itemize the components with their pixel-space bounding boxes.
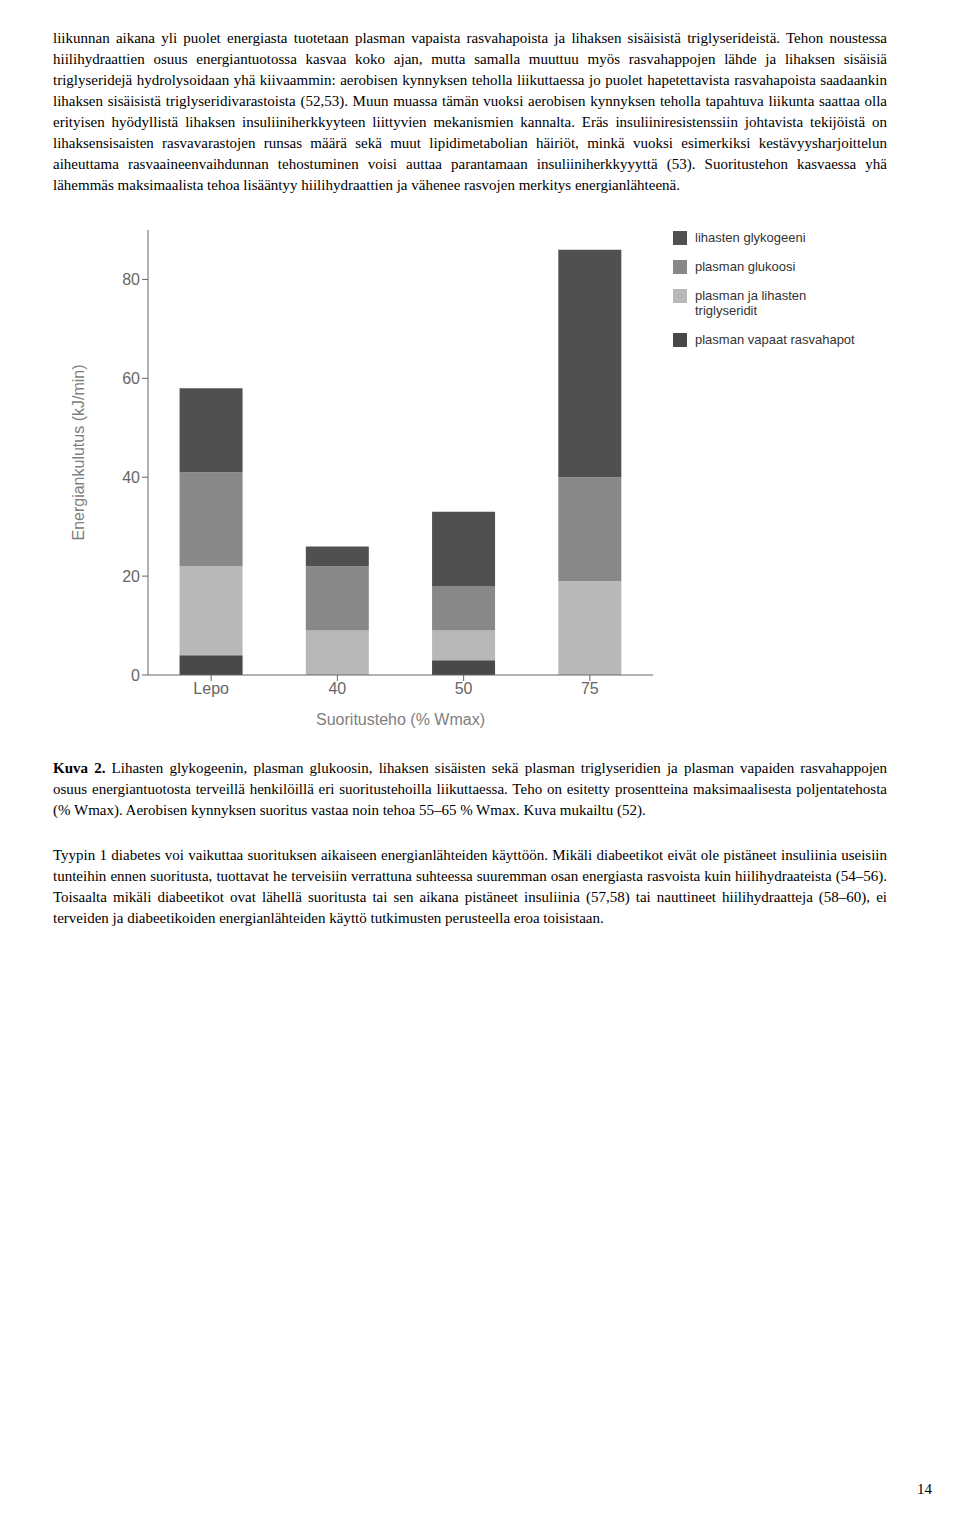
svg-text:Suoritusteho (% Wmax): Suoritusteho (% Wmax) <box>316 711 485 728</box>
html-text:liikunnan aikana yli puolet en: liikunnan aikana yli puolet energiasta t… <box>53 30 887 193</box>
svg-text:40: 40 <box>328 680 346 697</box>
html-text:14: 14 <box>917 1481 932 1497</box>
svg-text:50: 50 <box>455 680 473 697</box>
svg-text:20: 20 <box>122 568 140 585</box>
svg-text:75: 75 <box>581 680 599 697</box>
svg-text:80: 80 <box>122 271 140 288</box>
svg-text:0: 0 <box>131 667 140 684</box>
html-text:plasman vapaat rasvahapot: plasman vapaat rasvahapot <box>695 332 855 347</box>
svg-text:60: 60 <box>122 370 140 387</box>
html-text:Kuva 2. Lihasten glykogeenin,: Kuva 2. Lihasten glykogeenin, plasman gl… <box>53 760 887 818</box>
html-text:lihasten glykogeeni: lihasten glykogeeni <box>695 230 806 245</box>
svg-text:Energiankulutus (kJ/min): Energiankulutus (kJ/min) <box>70 364 87 540</box>
html-text:plasman glukoosi: plasman glukoosi <box>695 259 796 274</box>
html-text:Tyypin 1 diabetes voi vaikutta: Tyypin 1 diabetes voi vaikuttaa suorituk… <box>53 847 887 926</box>
svg-text:40: 40 <box>122 469 140 486</box>
svg-text:Lepo: Lepo <box>193 680 229 697</box>
html-text:plasman ja lihasten triglyseri: plasman ja lihasten triglyseridit <box>695 288 807 318</box>
